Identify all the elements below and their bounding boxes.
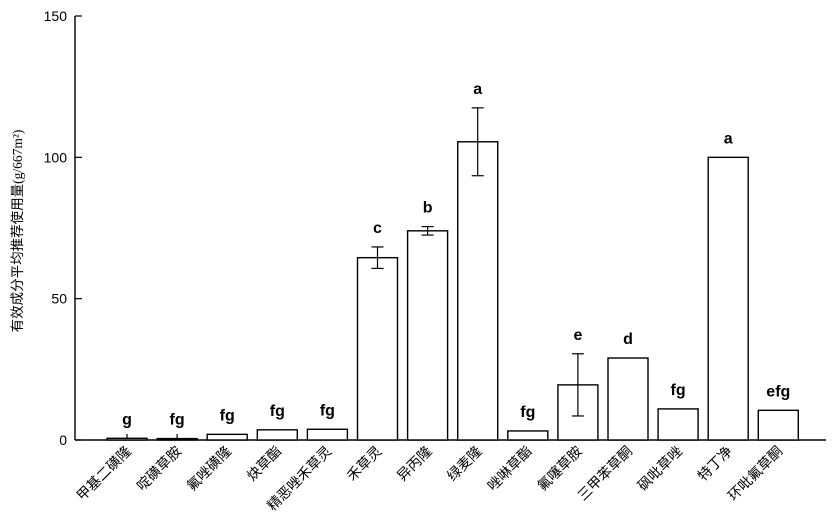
bar: [507, 430, 549, 441]
bar: [707, 156, 749, 441]
significance-label: fg: [170, 412, 185, 429]
bar: [607, 357, 649, 441]
x-tick-label: 特丁净: [695, 444, 736, 485]
x-tick-label: 唑啉草酯: [485, 444, 536, 495]
x-tick-label: 炔草酯: [244, 444, 285, 485]
y-tick-label: 50: [51, 291, 67, 307]
x-tick-label: 环吡氟草酮: [725, 444, 786, 505]
bar: [156, 437, 198, 441]
significance-label: a: [724, 130, 733, 147]
x-tick-label: 三甲苯草酮: [574, 443, 636, 505]
y-axis: 0 50 100 150: [44, 8, 82, 448]
x-tick-label: 异丙隆: [394, 444, 435, 485]
y-tick-label: 100: [44, 149, 68, 165]
significance-label: fg: [270, 403, 285, 420]
x-tick-label: 啶磺草胺: [134, 444, 185, 495]
y-axis-label: 有效成分平均推荐使用量(g/667m²): [9, 130, 25, 333]
significance-label: e: [573, 327, 582, 344]
significance-label: fg: [320, 402, 335, 419]
x-tick-label: 砜吡草唑: [635, 444, 686, 495]
significance-label: fg: [220, 407, 235, 424]
significance-label: g: [122, 411, 132, 428]
bar: [106, 437, 148, 441]
bar: [256, 429, 298, 441]
y-tick-label: 150: [44, 8, 68, 24]
bars: g fg fg fg fg c b a fg e d fg a efg: [106, 81, 799, 441]
y-tick-label: 0: [59, 432, 67, 448]
x-tick-label: 禾草灵: [344, 444, 385, 485]
significance-label: d: [623, 331, 633, 348]
bar: [757, 409, 799, 441]
x-tick-label: 绿麦隆: [445, 444, 486, 485]
bar: [657, 408, 699, 441]
bar: [406, 230, 449, 441]
significance-label: c: [373, 220, 382, 237]
x-tick-label: 氟唑磺隆: [184, 444, 235, 495]
bar: [356, 256, 399, 441]
significance-label: a: [473, 81, 482, 98]
significance-label: efg: [766, 383, 790, 400]
x-tick-label: 甲基二磺隆: [73, 443, 135, 505]
x-tick-label: 氟噻草胺: [534, 443, 586, 495]
significance-label: fg: [520, 404, 535, 421]
bar: [306, 428, 349, 441]
bar: [457, 141, 499, 441]
bar: [206, 433, 248, 441]
significance-label: b: [423, 200, 433, 217]
significance-label: fg: [671, 382, 686, 399]
